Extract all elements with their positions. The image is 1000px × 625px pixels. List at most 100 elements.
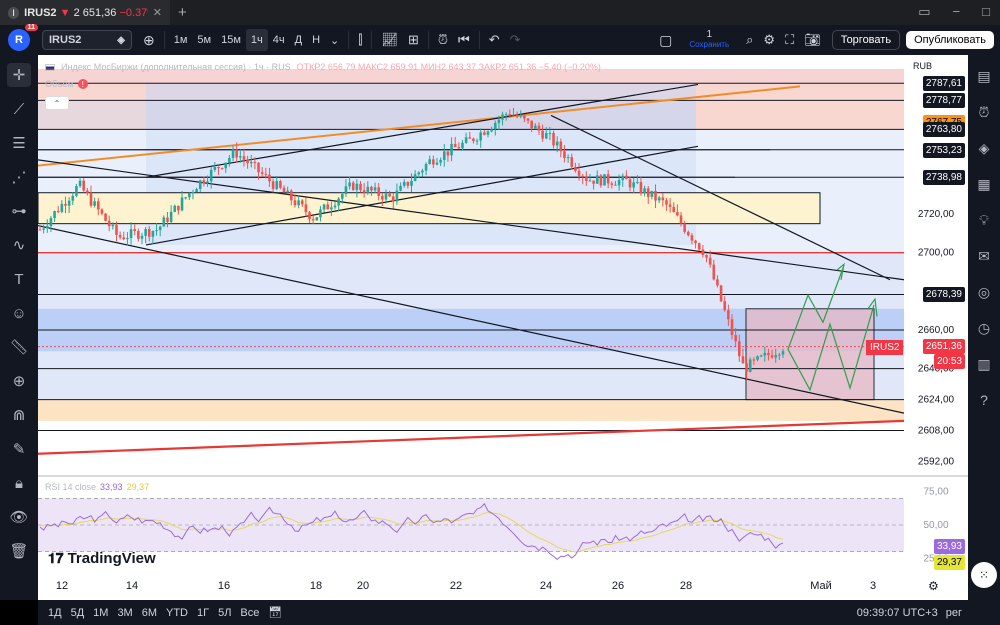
apps-grid-icon[interactable]: ⁙ <box>971 562 997 588</box>
tradingview-mark-icon: 𝟏𝟕 <box>48 550 64 566</box>
candle-body <box>534 125 537 129</box>
help-icon[interactable]: ? <box>980 392 988 408</box>
divider <box>478 31 480 49</box>
projection-path <box>787 304 875 392</box>
ruler-icon[interactable]: 📏︎ <box>9 339 29 356</box>
alert-icon[interactable]: ⏰︎ <box>437 32 448 47</box>
notes-icon[interactable]: ▥ <box>977 355 991 372</box>
text-icon[interactable]: T <box>14 270 24 288</box>
close-tab-icon[interactable]: ✕ <box>152 7 162 19</box>
clock[interactable]: 09:39:07 UTC+3 <box>856 606 938 619</box>
candle-body <box>621 175 625 181</box>
trash-icon[interactable]: 🗑︎ <box>9 543 29 560</box>
browser-tab[interactable]: I IRUS2 ▼ 2 651,36 −0.37% ✕ <box>0 0 170 25</box>
price-tick: 2640,00 <box>918 364 955 375</box>
alerts-icon[interactable]: ⏰︎ <box>978 103 990 120</box>
range-button[interactable]: 5Д <box>70 606 85 619</box>
watchlist-icon[interactable]: ▤ <box>977 67 991 84</box>
lock-drawings-icon[interactable]: ✎ <box>12 441 26 458</box>
trade-button[interactable]: Торговать <box>831 30 901 50</box>
candle-body <box>690 235 694 241</box>
candle-body <box>239 156 242 158</box>
chat-icon[interactable]: ✉ <box>978 247 990 264</box>
brush-icon[interactable]: ∿ <box>12 237 26 254</box>
new-tab-icon[interactable]: + <box>178 4 187 21</box>
interval-button[interactable]: 4ч <box>272 34 285 46</box>
zoom-icon[interactable]: ⊕ <box>12 373 26 390</box>
date-tick: 26 <box>612 580 624 592</box>
axis-currency[interactable]: RUB <box>913 61 933 71</box>
candle-type-icon[interactable]: ⫿ <box>358 32 363 47</box>
redo-icon[interactable]: ↷ <box>509 32 521 47</box>
candle-body <box>632 182 635 188</box>
minimize-icon[interactable]: − <box>952 4 961 19</box>
current-price-label: 2651,36 <box>922 338 965 354</box>
pattern-icon[interactable]: ⋰ <box>11 169 27 186</box>
layout-select-icon[interactable]: ▢ <box>659 31 673 48</box>
range-button[interactable]: 5Л <box>218 606 232 619</box>
replay-icon[interactable]: ⏮︎ <box>458 32 470 47</box>
symbol-search[interactable]: IRUS2 ◈ <box>42 30 132 50</box>
fib-icon[interactable]: ☰ <box>12 135 26 152</box>
layers-icon[interactable]: ◈ <box>978 139 990 156</box>
candle-body <box>519 115 523 117</box>
hotlist-icon[interactable]: ◷ <box>977 319 991 336</box>
add-symbol-icon[interactable]: ⊕ <box>143 31 155 48</box>
magnet-icon[interactable]: ⋒ <box>12 407 26 424</box>
emoji-icon[interactable]: ☺ <box>11 304 27 322</box>
candle-body <box>78 180 82 187</box>
eye-icon[interactable]: 👁︎ <box>9 509 29 526</box>
trend-line <box>38 225 905 414</box>
range-button[interactable]: 1М <box>93 606 109 619</box>
range-button[interactable]: 3М <box>117 606 133 619</box>
collapse-legend-button[interactable]: ⌃ <box>45 96 69 110</box>
range-button[interactable]: 6М <box>141 606 157 619</box>
interval-button[interactable]: Д <box>294 34 303 46</box>
save-button[interactable]: 1 Сохранить <box>689 30 729 50</box>
avatar[interactable]: R 11 <box>8 24 38 51</box>
interval-button[interactable]: Н <box>312 34 321 46</box>
tab-title: IRUS2 ▼ 2 651,36 −0.37% <box>24 7 148 19</box>
crosshair-icon[interactable]: ✛ <box>7 63 31 87</box>
interval-button[interactable]: 15м <box>221 34 241 46</box>
chart-pane[interactable]: 2720,00 2700,00 2660,00 2640,00 2624,00 2608,… <box>38 55 968 600</box>
interval-button[interactable]: 1ч <box>245 29 268 51</box>
candle-body <box>319 209 322 218</box>
indicators-icon[interactable]: 📈︎ <box>381 32 398 47</box>
price-chart[interactable]: 2720,00 2700,00 2660,00 2640,00 2624,00 2608,… <box>38 55 968 600</box>
candle-body <box>49 218 53 227</box>
range-button[interactable]: 1Г <box>197 606 210 619</box>
warning-icon[interactable]: ! <box>77 79 88 89</box>
candle-body <box>271 181 275 189</box>
candle-body <box>300 200 304 205</box>
undo-icon[interactable]: ↶ <box>488 32 500 47</box>
candle-body <box>268 174 271 182</box>
quick-search-icon[interactable]: ⌕ <box>746 32 754 47</box>
lock-icon[interactable]: 🔒︎ <box>15 474 23 492</box>
candle-body <box>701 249 705 255</box>
range-button[interactable]: 1Д <box>48 606 62 619</box>
layout-icon[interactable]: ▭ <box>918 4 931 19</box>
interval-dropdown-icon[interactable]: ⌄ <box>330 34 340 47</box>
interval-button[interactable]: 1м <box>173 34 188 46</box>
settings-icon[interactable]: ⚙︎ <box>763 32 776 47</box>
goto-date-icon[interactable]: 📅︎ <box>268 607 283 619</box>
candle-body <box>86 190 89 193</box>
ideas-icon[interactable]: 💡︎ <box>979 211 989 228</box>
templates-icon[interactable]: ⊞ <box>407 32 419 47</box>
session-label[interactable]: рег <box>945 606 962 619</box>
publish-button[interactable]: Опубликовать <box>906 31 994 49</box>
forecast-icon[interactable]: ⊶ <box>11 203 27 220</box>
fullscreen-icon[interactable]: ⛶ <box>785 32 795 47</box>
maximize-icon[interactable]: □ <box>982 4 990 19</box>
candle-body <box>330 207 333 210</box>
range-button[interactable]: Все <box>240 606 260 619</box>
interval-button[interactable]: 5м <box>197 34 212 46</box>
range-button[interactable]: YTD <box>166 606 188 619</box>
calendar-icon[interactable]: ▦ <box>977 175 991 192</box>
screenshot-icon[interactable]: 📷︎ <box>804 32 821 47</box>
target-icon[interactable]: ◎ <box>977 283 991 300</box>
trendline-icon[interactable]: ⟋ <box>13 100 25 118</box>
rsi-tick: 75,00 <box>923 487 948 498</box>
axis-settings-icon[interactable]: ⚙︎ <box>928 579 939 593</box>
